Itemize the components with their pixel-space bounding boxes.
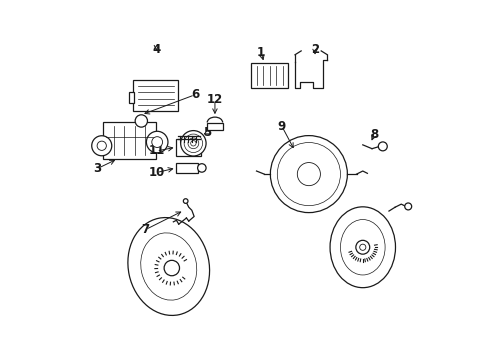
Bar xyxy=(133,80,178,111)
Circle shape xyxy=(181,131,206,156)
Circle shape xyxy=(270,136,347,213)
Circle shape xyxy=(197,164,206,172)
Circle shape xyxy=(191,141,196,146)
Circle shape xyxy=(277,143,341,206)
Circle shape xyxy=(405,203,412,210)
Bar xyxy=(207,122,222,130)
Text: 1: 1 xyxy=(257,46,265,59)
Circle shape xyxy=(135,115,147,127)
Text: 12: 12 xyxy=(207,93,223,106)
Text: 4: 4 xyxy=(152,43,161,56)
Text: 11: 11 xyxy=(148,144,165,157)
Ellipse shape xyxy=(330,207,395,288)
Ellipse shape xyxy=(341,220,385,275)
Text: 10: 10 xyxy=(148,166,165,179)
Text: 2: 2 xyxy=(311,43,319,56)
Bar xyxy=(129,93,134,103)
Bar xyxy=(251,63,288,88)
Circle shape xyxy=(188,138,199,149)
Text: 5: 5 xyxy=(203,126,211,139)
Bar xyxy=(176,163,198,172)
Circle shape xyxy=(356,240,369,254)
Text: 8: 8 xyxy=(370,127,378,140)
Circle shape xyxy=(92,136,112,156)
Text: 3: 3 xyxy=(93,162,101,175)
Ellipse shape xyxy=(141,233,197,300)
Circle shape xyxy=(360,244,366,250)
Bar xyxy=(176,139,201,156)
Circle shape xyxy=(297,163,320,186)
Circle shape xyxy=(184,134,203,153)
Circle shape xyxy=(97,141,106,150)
Circle shape xyxy=(378,142,387,151)
Text: 7: 7 xyxy=(142,223,150,236)
Text: 9: 9 xyxy=(278,120,286,133)
Circle shape xyxy=(164,260,179,276)
Circle shape xyxy=(147,131,168,153)
Ellipse shape xyxy=(128,217,210,315)
Bar xyxy=(102,122,156,159)
Text: 6: 6 xyxy=(191,88,199,101)
Circle shape xyxy=(183,199,188,203)
Circle shape xyxy=(152,137,163,148)
